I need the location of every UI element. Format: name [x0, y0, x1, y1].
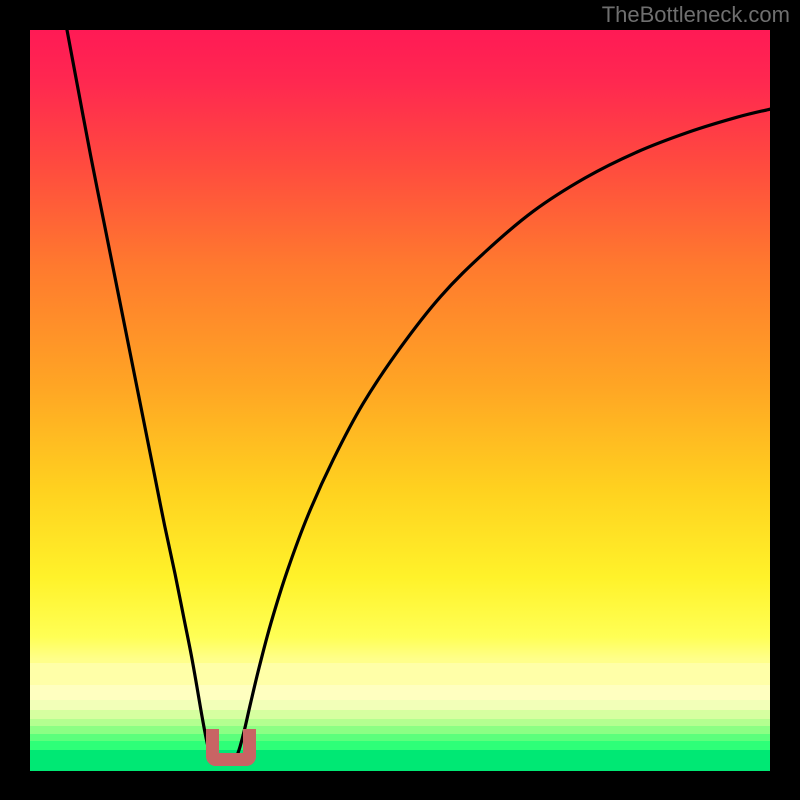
plot-inner — [30, 30, 770, 770]
chart-stage: TheBottleneck.com — [0, 0, 800, 800]
watermark-text: TheBottleneck.com — [602, 2, 790, 28]
curve-left-branch — [67, 30, 211, 755]
optimal-point-marker — [206, 729, 256, 766]
curve-right-branch — [237, 109, 770, 755]
bottleneck-curve — [30, 30, 770, 770]
plot-frame — [30, 30, 770, 770]
